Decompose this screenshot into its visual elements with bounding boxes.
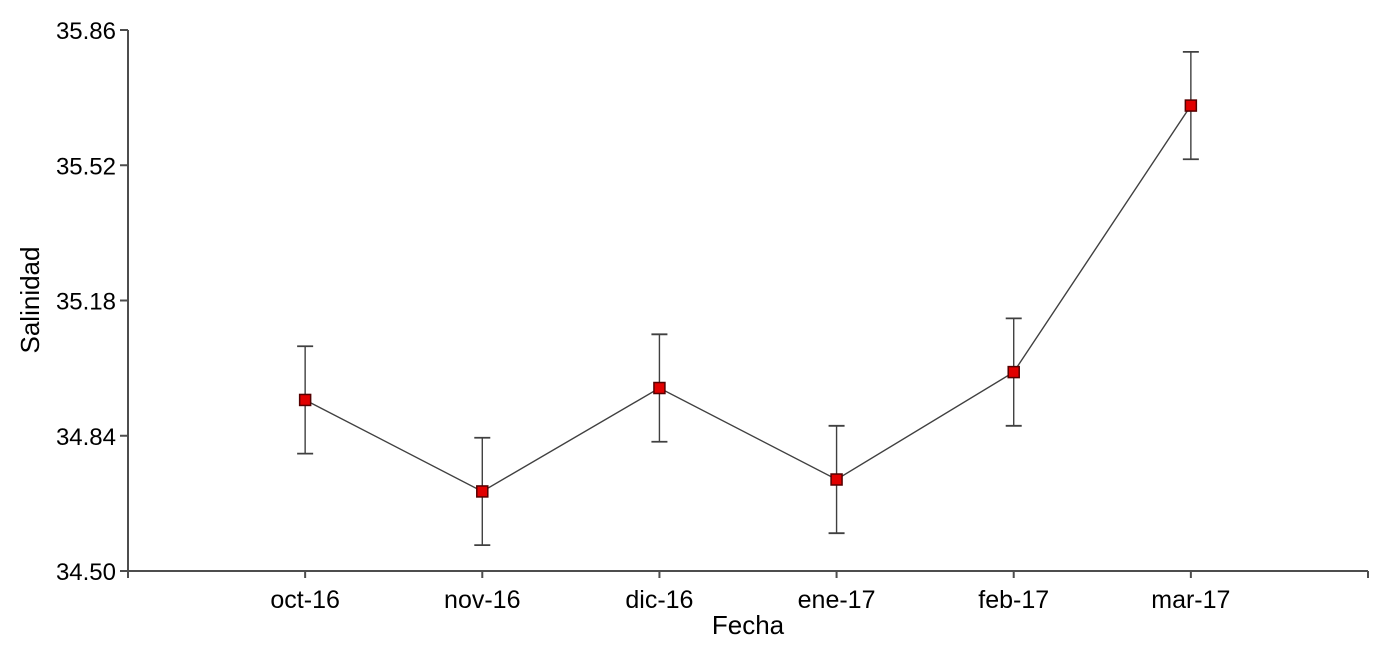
x-tick-label: oct-16: [270, 586, 339, 614]
y-tick-label: 34.50: [56, 559, 116, 586]
x-axis-title: Fecha: [711, 610, 785, 640]
series-line: [304, 105, 1192, 493]
y-axis-title: Salinidad: [15, 246, 45, 354]
y-tick-label: 34.84: [56, 424, 116, 451]
data-point-marker: [476, 485, 489, 498]
x-tick-label: ene-17: [798, 586, 876, 614]
data-point-marker: [298, 393, 312, 407]
x-tick-label: mar-17: [1151, 586, 1230, 614]
y-tick-label: 35.52: [56, 153, 116, 180]
data-point-marker: [830, 473, 843, 486]
x-tick-label: feb-17: [978, 586, 1049, 614]
data-point-marker: [653, 381, 666, 395]
x-tick-label: nov-16: [444, 586, 520, 614]
data-point-marker: [1007, 365, 1020, 379]
y-tick-label: 35.18: [56, 289, 116, 316]
x-tick-label: dic-16: [625, 586, 693, 614]
y-tick-label: 35.86: [56, 18, 116, 45]
data-point-marker: [1184, 99, 1198, 112]
